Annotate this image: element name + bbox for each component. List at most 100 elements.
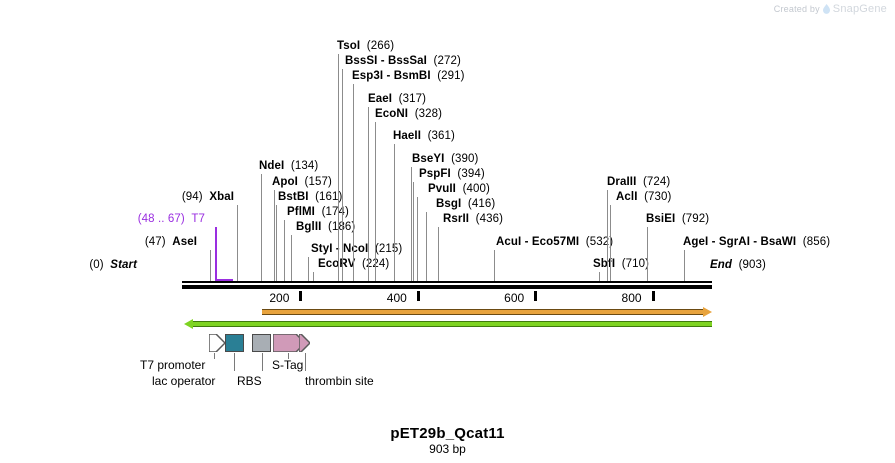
leader-line-ecorv [313,272,315,282]
site-label-ndei[interactable]: NdeI (134) [259,160,319,173]
leader-line-draiii [606,190,608,282]
site-position: (215) [374,243,403,255]
site-name: StyI - NcoI [311,243,369,255]
site-name: PspFI [419,168,451,180]
leader-line-sbfi [598,272,600,282]
site-name: PflMI [287,206,315,218]
feature-glyph-rbs[interactable] [252,334,271,352]
site-position: (291) [437,70,465,82]
site-label-xbai[interactable]: (94) XbaI [182,191,234,204]
site-position: (361) [427,130,455,142]
site-label-pvuii[interactable]: PvuII (400) [428,183,490,196]
site-name: DraIII [607,176,637,188]
site-name: BsgI [436,198,462,210]
leader-line-tsoi [338,54,340,282]
site-label-tsoi[interactable]: TsoI (266) [337,40,394,53]
site-label-sbfi[interactable]: SbfI (710) [593,258,649,271]
ruler-tick-200 [299,291,303,301]
site-position: (856) [802,236,831,248]
site-label-bsssi[interactable]: BssSI - BssSaI (272) [345,55,461,68]
axis-hairline [182,281,712,283]
leader-line-agei [684,250,686,282]
feature-glyph-lac-operator[interactable] [225,334,244,352]
site-name: AclI [616,191,638,203]
feature-label-thrombin[interactable]: thrombin site [305,374,374,388]
feature-label-lac-operator[interactable]: lac operator [152,374,216,388]
feature-label-s-tag[interactable]: S-Tag [272,358,304,372]
watermark-prefix: Created by [773,4,820,14]
sequence-backbone[interactable] [182,285,712,289]
site-label-bsgi[interactable]: BsgI (416) [436,198,496,211]
site-name: AgeI - SgrAI - BsaWI [683,236,797,248]
ruler-label-200: 200 [269,291,290,305]
ruler-tick-400 [416,291,420,301]
site-position: (47) [144,236,166,248]
site-label-pspfi[interactable]: PspFI (394) [419,168,485,181]
ruler-tick-600 [534,291,538,301]
site-name: AseI [172,236,197,248]
orf-arrow-body-green-orf[interactable] [193,321,712,327]
site-label-bsiei[interactable]: BsiEI (792) [646,213,709,226]
site-label-bstbi[interactable]: BstBI (161) [278,191,343,204]
site-label-bseyi[interactable]: BseYI (390) [412,153,478,166]
site-position: (272) [433,55,461,67]
site-label-haeii[interactable]: HaeII (361) [393,130,455,143]
site-label-rsrii[interactable]: RsrII (436) [443,213,503,226]
leader-line-esp3i [352,84,354,282]
site-label-bglii[interactable]: BglII (186) [296,221,355,234]
site-name: NdeI [259,160,285,172]
site-label-acui[interactable]: AcuI - Eco57MI (532) [496,236,613,249]
ruler-tick-800 [651,291,655,301]
site-name: BssSI - BssSaI [345,55,427,67]
site-position: (317) [398,93,427,105]
site-label-econi[interactable]: EcoNI (328) [375,108,443,121]
feature-label-t7-promoter[interactable]: T7 promoter [140,358,206,372]
site-name: SbfI [593,258,616,270]
site-position: (416) [467,198,496,210]
leader-line-econi [374,122,376,282]
feature-leader-thrombin [305,353,306,371]
leader-line-pspfi [413,182,415,282]
site-name: EcoNI [375,108,409,120]
site-label-end[interactable]: End (903) [710,259,766,272]
site-label-draiii[interactable]: DraIII (724) [607,176,671,189]
leader-line-bsiei [646,227,648,282]
site-label-ecorv[interactable]: EcoRV (224) [318,258,390,271]
site-label-acli[interactable]: AclI (730) [616,191,671,204]
site-position: (328) [414,108,443,120]
feature-label-rbs[interactable]: RBS [237,374,262,388]
feature-glyph-t7-promoter[interactable] [208,333,227,353]
leader-line-pflmi [284,220,286,282]
site-position: (157) [304,176,332,188]
plasmid-length: 903 bp [429,442,466,456]
orf-arrow-head-green-orf [184,318,193,329]
site-label-styi_ncoi[interactable]: StyI - NcoI (215) [311,243,403,256]
leader-line-xbai [237,205,239,282]
site-label-pflmi[interactable]: PflMI (174) [287,206,349,219]
site-label-eaei[interactable]: EaeI (317) [368,93,427,106]
site-label-esp3i[interactable]: Esp3I - BsmBI (291) [352,70,465,83]
ruler-label-800: 800 [621,291,642,305]
site-name: EaeI [368,93,393,105]
site-name: TsoI [337,40,361,52]
site-position: (224) [361,258,390,270]
site-label-asei[interactable]: (47) AseI [144,236,197,249]
site-label-start[interactable]: (0) Start [89,259,137,272]
site-position: (724) [642,176,671,188]
feature-leader-lac-operator [234,353,235,371]
site-position: (161) [315,191,343,203]
leader-line-ndei [260,174,262,282]
site-position: (134) [290,160,319,172]
leader-line-apoi [274,190,276,282]
leader-line-bstbi [276,205,278,282]
orf-arrow-body-orange-orf[interactable] [262,309,703,315]
site-label-t7[interactable]: (48 .. 67) T7 [138,213,205,226]
page-title: pET29b_Qcat11 [390,425,505,442]
site-name: XbaI [209,191,234,203]
feature-glyph-thrombin[interactable] [298,333,312,353]
leader-line-bsssi [341,69,343,282]
site-label-apoi[interactable]: ApoI (157) [272,176,332,189]
site-label-agei[interactable]: AgeI - SgrAI - BsaWI (856) [683,236,831,249]
leader-line-acui [494,250,496,282]
